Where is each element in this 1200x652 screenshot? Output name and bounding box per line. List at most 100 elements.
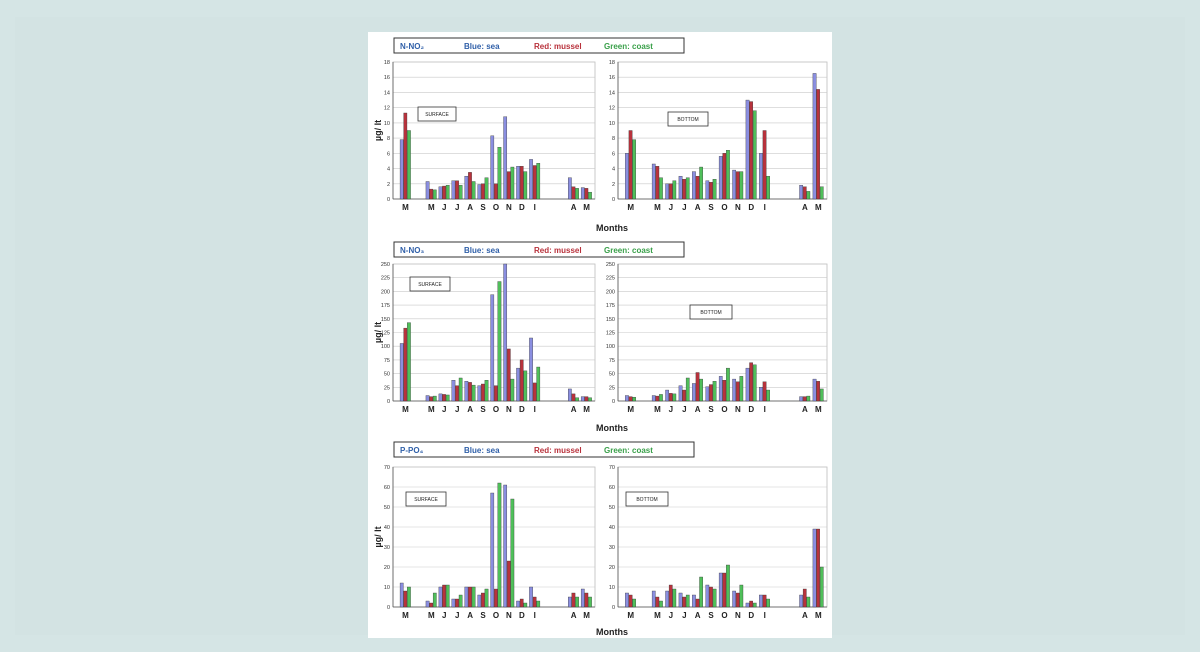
- bar-coast: [672, 180, 677, 200]
- x-tick-label: S: [480, 405, 486, 414]
- bar-mussel: [429, 188, 434, 200]
- bar-sea: [732, 378, 736, 402]
- bar-coast: [588, 596, 592, 608]
- bar-coast: [739, 584, 744, 608]
- bar-sea: [529, 159, 533, 200]
- bar-sea: [580, 396, 585, 402]
- legend-coast: Green: coast: [604, 42, 653, 51]
- y-tick-label: 25: [384, 385, 390, 391]
- bar-sea: [580, 588, 585, 608]
- y-tick-label: 225: [381, 276, 390, 282]
- bar-sea: [425, 600, 430, 608]
- legend-box: [393, 37, 685, 54]
- bar-mussel: [494, 385, 498, 402]
- bar-mussel: [429, 602, 434, 608]
- y-axis-label-2: µg/ lt: [373, 526, 383, 547]
- figure-panel: N-NO₂ Blue: sea Red: mussel Green: coast µg/…: [368, 32, 832, 638]
- bar-mussel: [532, 165, 537, 200]
- bar-mussel: [735, 171, 740, 200]
- bar-sea: [718, 572, 723, 608]
- y-tick-label: 25: [609, 385, 615, 391]
- x-tick-label: O: [721, 611, 727, 620]
- x-tick-label: M: [815, 203, 822, 212]
- legend-sea: Blue: sea: [464, 446, 500, 455]
- x-tick-label: S: [708, 611, 714, 620]
- bar-coast: [432, 189, 437, 200]
- x-tick-label: M: [402, 611, 409, 620]
- bar-sea: [529, 586, 533, 608]
- legend-parameter: N-NO₂: [400, 42, 424, 51]
- bar-mussel: [722, 572, 727, 608]
- bar-coast: [806, 191, 811, 200]
- bar-sea: [477, 594, 482, 608]
- depth-label: SURFACE: [418, 282, 442, 288]
- bar-sea: [705, 386, 710, 402]
- bar-mussel: [682, 389, 686, 402]
- bar-coast: [659, 600, 663, 608]
- y-tick-label: 40: [609, 525, 615, 531]
- y-tick-label: 6: [612, 151, 615, 157]
- bar-sea: [516, 367, 520, 402]
- depth-label-box: [689, 304, 733, 320]
- x-tick-label: A: [467, 405, 473, 414]
- y-tick-label: 250: [381, 262, 390, 268]
- x-tick-label: J: [455, 611, 459, 620]
- y-tick-label: 10: [384, 121, 390, 127]
- x-axis-label-2: Months: [596, 627, 628, 637]
- y-tick-label: 225: [606, 276, 615, 282]
- x-tick-label: J: [682, 203, 686, 212]
- bar-coast: [432, 592, 437, 608]
- bar-coast: [471, 586, 476, 608]
- bar-mussel: [571, 592, 576, 608]
- x-tick-label: N: [506, 203, 512, 212]
- x-tick-label: O: [493, 611, 499, 620]
- x-tick-label: D: [748, 203, 754, 212]
- y-tick-label: 2: [612, 182, 615, 188]
- bar-coast: [510, 378, 515, 402]
- bar-sea: [399, 139, 404, 200]
- x-tick-label: J: [442, 203, 446, 212]
- y-tick-label: 50: [609, 372, 615, 378]
- x-tick-label: N: [506, 611, 512, 620]
- y-tick-label: 125: [381, 331, 390, 337]
- x-tick-label: M: [428, 405, 435, 414]
- bar-coast: [497, 482, 502, 608]
- y-tick-label: 60: [609, 485, 615, 491]
- x-tick-label: I: [534, 405, 536, 414]
- x-tick-label: M: [654, 203, 661, 212]
- bar-mussel: [455, 385, 459, 402]
- x-tick-label: M: [627, 611, 634, 620]
- bar-mussel: [628, 396, 633, 402]
- bar-mussel: [532, 596, 537, 608]
- bar-sea: [464, 381, 469, 402]
- bar-mussel: [519, 359, 524, 402]
- bar-sea: [399, 343, 404, 402]
- bar-coast: [588, 191, 592, 200]
- depth-label-box: [667, 111, 709, 127]
- bar-sea: [568, 596, 572, 608]
- x-tick-label: M: [402, 203, 409, 212]
- y-tick-label: 0: [387, 197, 390, 203]
- bar-sea: [665, 389, 669, 402]
- depth-label: SURFACE: [425, 112, 449, 118]
- x-axis-label-1: Months: [596, 423, 628, 433]
- bar-sea: [464, 175, 469, 200]
- bar-sea: [438, 393, 443, 402]
- bar-mussel: [749, 362, 753, 402]
- bar-coast: [445, 394, 450, 402]
- bar-sea: [692, 171, 696, 200]
- x-tick-label: J: [442, 405, 446, 414]
- legend-mussel: Red: mussel: [534, 42, 582, 51]
- x-tick-label: M: [627, 203, 634, 212]
- bar-coast: [659, 177, 663, 200]
- bar-sea: [451, 380, 456, 402]
- bar-mussel: [442, 185, 446, 200]
- x-tick-label: D: [748, 611, 754, 620]
- y-tick-label: 18: [384, 60, 390, 66]
- y-tick-label: 0: [387, 605, 390, 611]
- bar-mussel: [584, 188, 589, 200]
- x-tick-label: S: [708, 203, 714, 212]
- x-tick-label: I: [534, 611, 536, 620]
